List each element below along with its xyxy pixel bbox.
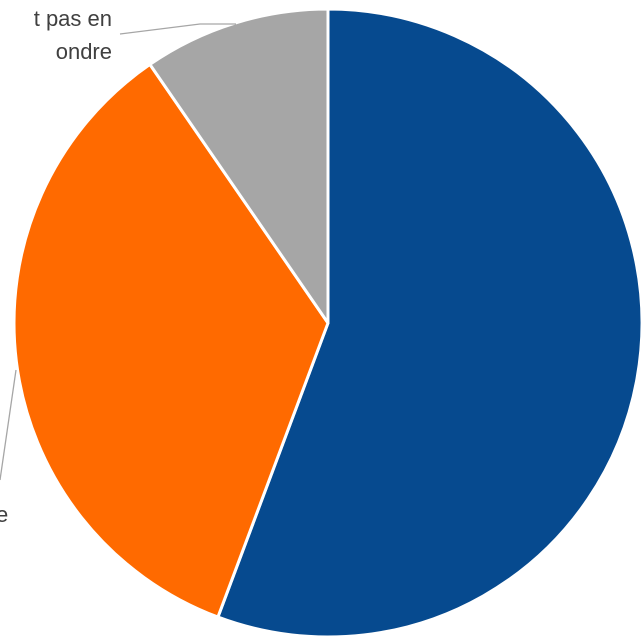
leader-lines-layer <box>0 23 236 481</box>
leader-line-3 <box>119 23 236 35</box>
pie-slice-2 <box>12 62 330 619</box>
leader-line-2 <box>0 369 17 481</box>
pie-slice-1 <box>216 7 641 638</box>
slice-label-3-line-1: t pas en <box>34 6 112 31</box>
labels-layer: e e t pas en ondre <box>0 0 112 527</box>
slice-label-3-line-2: ondre <box>56 39 112 64</box>
slice-label-2-line: e <box>0 502 8 527</box>
pie-slice-3 <box>148 7 330 325</box>
slice-label-1: e <box>0 0 12 5</box>
slice-label-2: e <box>0 502 8 527</box>
slices-layer <box>12 7 641 638</box>
slice-label-1-line-2: e <box>0 0 12 5</box>
slice-label-3: t pas en ondre <box>34 6 112 64</box>
